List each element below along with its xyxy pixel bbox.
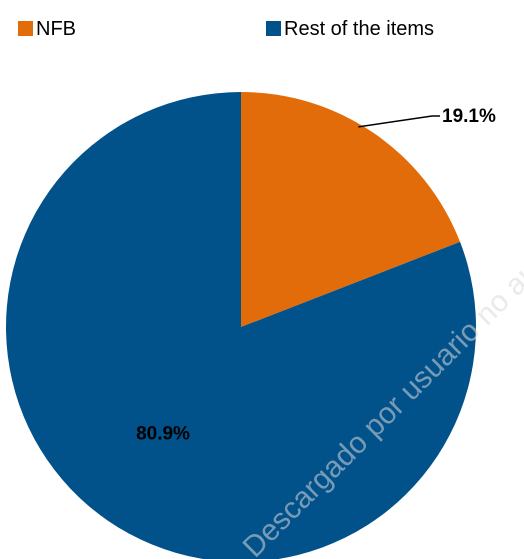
- data-labels: 19.1% 80.9%: [136, 106, 496, 445]
- pie-slice-rest-of-the-items: [6, 92, 476, 559]
- pie-slices: [6, 92, 476, 559]
- legend-swatch-nfb: [18, 21, 33, 36]
- legend: NFB Rest of the items: [18, 18, 434, 40]
- leader-line-nfb: [358, 115, 440, 128]
- legend-label-rest-of-the-items: Rest of the items: [284, 18, 434, 40]
- legend-swatch-rest-of-the-items: [266, 21, 281, 36]
- data-label-nfb: 19.1%: [442, 106, 496, 127]
- pie-slice-nfb: [241, 92, 461, 327]
- data-label-rest-of-the-items: 80.9%: [136, 424, 190, 445]
- legend-label-nfb: NFB: [36, 18, 76, 40]
